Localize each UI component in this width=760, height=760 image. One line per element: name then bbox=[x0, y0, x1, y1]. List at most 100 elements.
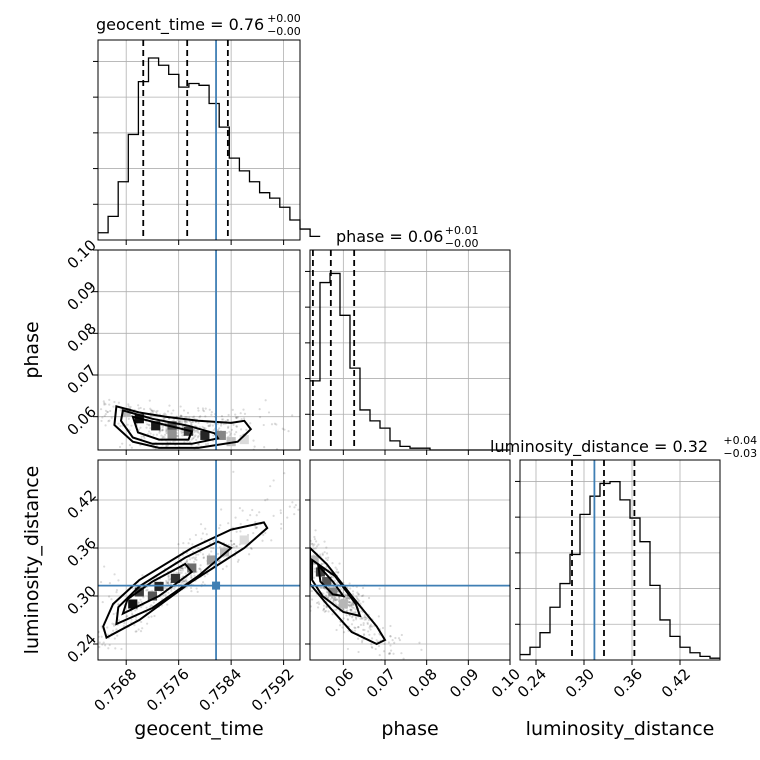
sample-point bbox=[168, 404, 171, 407]
sample-point bbox=[152, 582, 155, 586]
sample-point bbox=[141, 627, 144, 630]
sample-point bbox=[161, 428, 164, 431]
sample-point bbox=[167, 579, 170, 583]
sample-point bbox=[373, 633, 376, 636]
sample-point bbox=[164, 429, 167, 432]
panel-frame bbox=[97, 459, 301, 661]
sample-point bbox=[346, 596, 349, 599]
sample-point bbox=[179, 414, 182, 418]
sample-point bbox=[397, 637, 401, 640]
tick-label-luminosity_distance: 0.30 bbox=[64, 582, 100, 618]
sample-point bbox=[360, 617, 364, 620]
sample-point bbox=[287, 510, 289, 512]
sample-point bbox=[351, 590, 355, 593]
sample-point bbox=[150, 408, 153, 412]
sample-point bbox=[102, 641, 105, 644]
sample-point bbox=[178, 420, 182, 423]
sample-point bbox=[349, 602, 353, 605]
sample-point bbox=[420, 648, 423, 651]
sample-point bbox=[151, 409, 154, 412]
sample-point bbox=[227, 413, 230, 417]
sample-point bbox=[212, 434, 215, 437]
sample-point bbox=[114, 647, 117, 650]
sample-point bbox=[119, 409, 122, 412]
sample-point bbox=[350, 605, 353, 608]
sample-point bbox=[332, 598, 335, 601]
sample-point bbox=[291, 514, 293, 516]
tick-label-phase: 0.06 bbox=[321, 665, 357, 701]
sample-point bbox=[324, 557, 328, 560]
title-plus-luminosity_distance: +0.04 bbox=[723, 434, 757, 447]
sample-point bbox=[306, 405, 308, 407]
sample-point bbox=[334, 566, 337, 569]
sample-point bbox=[258, 511, 261, 514]
sample-point bbox=[180, 431, 183, 434]
sample-point bbox=[161, 436, 164, 440]
sample-point bbox=[163, 433, 167, 436]
sample-point bbox=[212, 539, 215, 542]
density-cell bbox=[239, 535, 249, 545]
panel-frame bbox=[309, 459, 511, 661]
sample-point bbox=[348, 601, 351, 604]
histogram-luminosity_distance bbox=[520, 480, 720, 659]
sample-point bbox=[303, 542, 305, 544]
sample-point bbox=[363, 618, 366, 621]
sample-point bbox=[189, 421, 193, 424]
sample-point bbox=[218, 559, 222, 562]
sample-point bbox=[77, 402, 79, 404]
sample-point bbox=[371, 646, 374, 649]
sample-point bbox=[219, 424, 223, 427]
sample-point bbox=[300, 518, 302, 520]
sample-point bbox=[377, 645, 381, 648]
sample-point bbox=[205, 533, 208, 536]
sample-point bbox=[230, 428, 234, 431]
sample-point bbox=[166, 603, 169, 606]
sample-point bbox=[239, 412, 242, 415]
sample-point bbox=[210, 411, 213, 414]
sample-point bbox=[315, 545, 319, 548]
sample-point bbox=[225, 565, 228, 568]
sample-point bbox=[369, 625, 372, 628]
sample-point bbox=[279, 511, 282, 515]
panel-geocent_time_vs_luminosity_distance bbox=[98, 460, 324, 660]
sample-point bbox=[233, 542, 236, 546]
sample-point bbox=[346, 647, 350, 651]
sample-point bbox=[292, 591, 294, 593]
sample-point bbox=[180, 571, 183, 574]
sample-point bbox=[288, 509, 290, 511]
sample-point bbox=[116, 634, 119, 637]
sample-point bbox=[107, 419, 110, 423]
sample-point bbox=[389, 635, 392, 638]
sample-point bbox=[202, 556, 205, 559]
sample-point bbox=[149, 427, 152, 430]
density-cell bbox=[226, 437, 236, 447]
sample-point bbox=[338, 562, 341, 565]
sample-point bbox=[204, 427, 207, 430]
sample-point bbox=[349, 608, 352, 611]
sample-point bbox=[107, 647, 110, 650]
tick-label-luminosity_distance: 0.42 bbox=[658, 665, 694, 701]
sample-point bbox=[408, 662, 410, 664]
tick-label-luminosity_distance: 0.36 bbox=[610, 665, 646, 701]
sample-point bbox=[206, 572, 209, 576]
sample-point bbox=[335, 568, 338, 571]
sample-point bbox=[117, 422, 120, 425]
sample-point bbox=[381, 626, 385, 630]
sample-point bbox=[190, 438, 193, 441]
sample-point bbox=[235, 425, 239, 428]
sample-point bbox=[181, 569, 184, 572]
sample-point bbox=[101, 600, 104, 604]
sample-point bbox=[191, 416, 194, 419]
sample-point bbox=[218, 427, 221, 430]
sample-point bbox=[165, 427, 168, 431]
sample-point bbox=[389, 649, 393, 652]
sample-point bbox=[161, 435, 165, 438]
sample-point bbox=[117, 602, 120, 606]
sample-point bbox=[254, 526, 257, 529]
sample-point bbox=[332, 599, 335, 603]
sample-point bbox=[113, 637, 116, 640]
sample-point bbox=[129, 405, 132, 409]
sample-point bbox=[108, 398, 111, 401]
sample-point bbox=[261, 539, 264, 542]
sample-point bbox=[322, 511, 324, 513]
